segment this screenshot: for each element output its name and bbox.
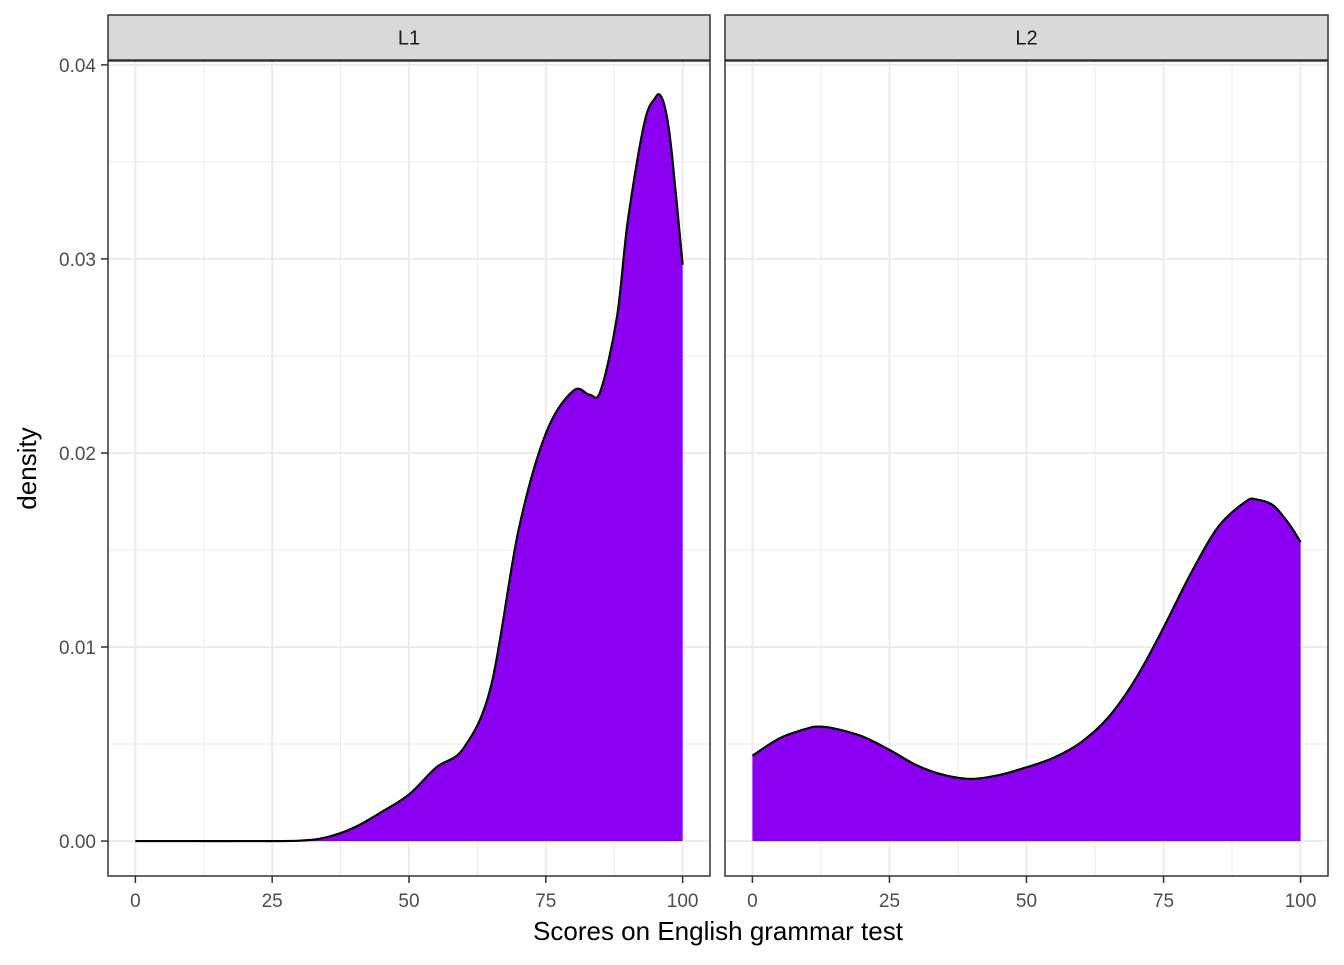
x-tick-label: 75 (1153, 891, 1174, 912)
x-axis-title: Scores on English grammar test (533, 916, 904, 946)
x-tick-label: 50 (398, 891, 419, 912)
facet-strip-L1 (107, 14, 711, 61)
facet-strip-label: L1 (398, 28, 420, 50)
y-tick-label: 0.01 (59, 638, 96, 659)
density-line-L2 (751, 497, 1302, 781)
x-tick-label: 100 (1285, 891, 1317, 912)
x-tick-label: 100 (667, 891, 699, 912)
x-tick-label: 25 (879, 891, 900, 912)
x-tick-label: 75 (535, 891, 556, 912)
x-tick-label: 0 (747, 891, 758, 912)
x-tick-label: 0 (130, 891, 141, 912)
facet-strip-label: L2 (1015, 28, 1037, 50)
x-tick-label: 25 (262, 891, 283, 912)
density-area-L1 (135, 94, 683, 842)
y-axis-title: density (12, 427, 42, 509)
density-area-L2 (752, 498, 1301, 842)
y-tick-label: 0.00 (59, 832, 96, 853)
y-tick-label: 0.03 (59, 250, 96, 271)
y-tick-label: 0.02 (59, 444, 96, 465)
x-tick-label: 50 (1016, 891, 1037, 912)
y-tick-label: 0.04 (59, 56, 96, 77)
density-line-L1 (135, 93, 684, 843)
facet-strip-L2 (724, 14, 1329, 61)
